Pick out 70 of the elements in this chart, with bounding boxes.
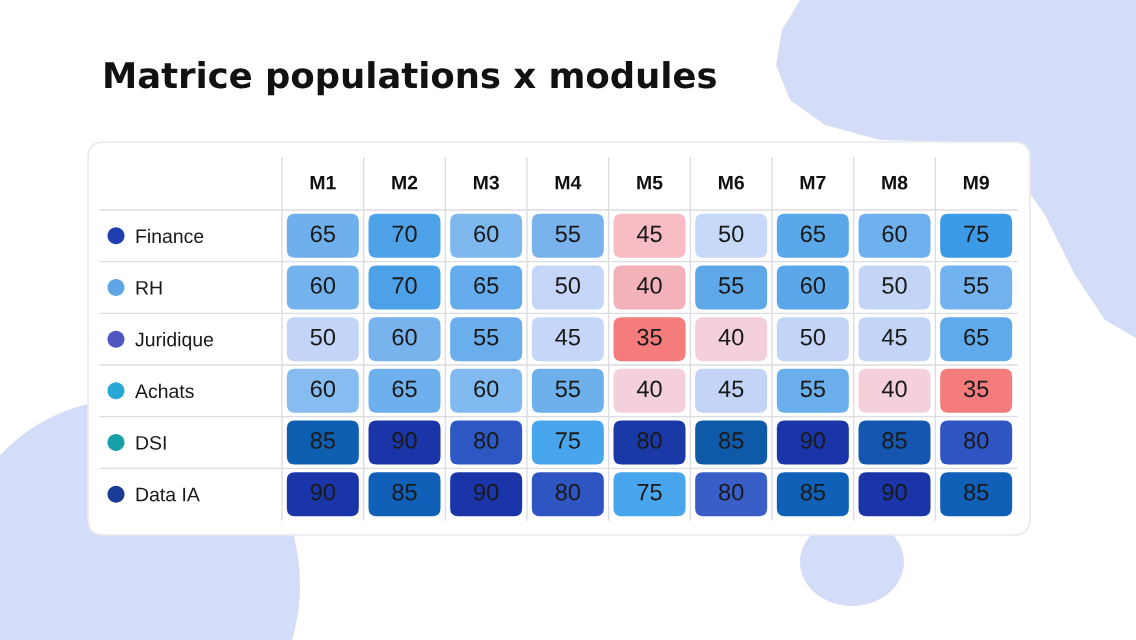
data-label: 85 (392, 483, 417, 501)
data-label: 55 (800, 380, 825, 398)
data-label: 75 (964, 225, 989, 243)
data-label: 50 (310, 328, 336, 346)
data-label: 55 (555, 225, 580, 243)
data-label: 45 (881, 329, 907, 346)
data-label: 40 (718, 328, 744, 346)
data-label: 45 (636, 225, 662, 243)
x-tick-label: M6 (718, 175, 744, 190)
data-label: 65 (392, 380, 417, 398)
data-label: 60 (310, 277, 336, 294)
y-tick-label: DSI (136, 435, 166, 450)
data-label: 65 (800, 225, 825, 243)
data-label: 60 (392, 328, 417, 346)
y-tick-label: Juridique (135, 332, 214, 351)
data-label: 50 (882, 277, 907, 294)
data-label: 90 (310, 483, 336, 501)
data-label: 80 (719, 483, 744, 501)
data-label: 65 (474, 277, 499, 294)
data-label: 60 (882, 225, 907, 243)
data-label: 80 (474, 432, 499, 449)
data-label: 55 (473, 329, 499, 346)
data-label: 85 (310, 432, 335, 449)
data-label: 35 (963, 380, 989, 398)
data-label: 40 (636, 277, 662, 294)
data-label: 35 (637, 328, 662, 346)
data-label: 80 (555, 483, 581, 501)
data-label: 45 (555, 329, 580, 346)
y-tick-label: Data IA (136, 487, 200, 502)
data-label: 85 (882, 432, 907, 449)
x-tick-label: M9 (963, 175, 989, 190)
x-tick-label: M7 (800, 175, 826, 190)
data-label: 85 (719, 432, 744, 449)
data-label: 75 (637, 484, 662, 501)
data-label: 55 (963, 277, 989, 294)
data-label: 90 (392, 432, 417, 449)
y-tick-label: Achats (135, 383, 194, 399)
data-label: 60 (474, 380, 499, 398)
data-label: 60 (310, 380, 336, 398)
data-label: 40 (636, 380, 662, 398)
data-label: 85 (964, 483, 989, 501)
data-label: 70 (392, 277, 417, 294)
chart-title: Matrice populations x modules (105, 61, 716, 96)
y-tick-label: RH (136, 281, 162, 295)
data-label: 40 (881, 380, 907, 398)
data-label: 50 (800, 328, 826, 346)
data-label: 90 (474, 483, 499, 501)
data-label: 50 (555, 277, 581, 294)
data-label: 80 (964, 432, 989, 449)
x-tick-label: M3 (473, 175, 499, 190)
data-label: 90 (800, 432, 826, 449)
data-label: 55 (718, 277, 744, 294)
data-label: 75 (555, 432, 580, 449)
data-label: 60 (474, 225, 499, 243)
data-label: 45 (718, 380, 744, 398)
x-tick-label: M1 (310, 175, 336, 190)
data-label: 60 (800, 277, 826, 294)
x-tick-label: M8 (882, 175, 908, 190)
data-label: 80 (637, 432, 662, 449)
data-label: 55 (555, 380, 580, 398)
data-label: 65 (964, 328, 989, 346)
data-label: 65 (310, 225, 335, 243)
x-tick-label: M2 (392, 175, 418, 190)
data-label: 70 (392, 225, 417, 243)
y-tick-label: Finance (136, 228, 204, 244)
x-tick-label: M4 (555, 175, 582, 190)
data-label: 90 (882, 483, 907, 501)
data-label: 50 (718, 225, 744, 243)
x-tick-label: M5 (637, 175, 663, 190)
data-label: 85 (800, 483, 825, 501)
